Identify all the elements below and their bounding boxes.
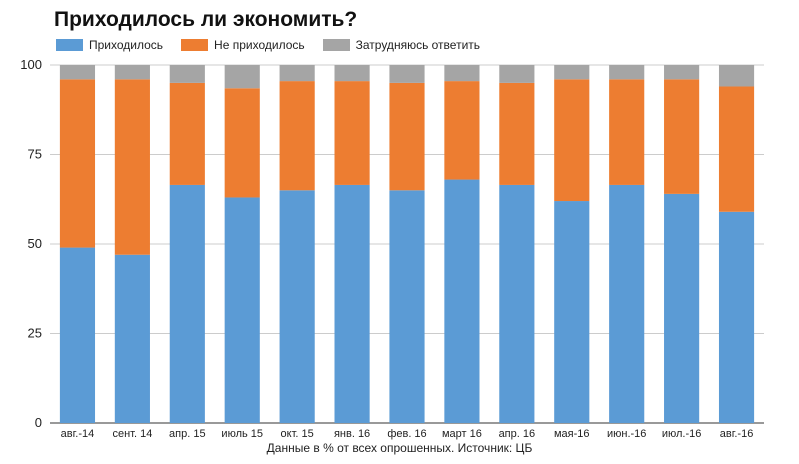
bar-segment <box>334 65 370 82</box>
x-tick-label: июль 15 <box>221 428 263 440</box>
bar-segment <box>59 65 96 80</box>
y-tick-label: 75 <box>28 147 42 162</box>
legend-label-prihodilos: Приходилось <box>89 38 164 52</box>
bar-segment <box>499 184 535 423</box>
bar-segment <box>334 184 370 423</box>
legend-swatch-zatrudnyayus <box>322 39 350 51</box>
bar-segment <box>609 184 645 423</box>
bar-segment <box>279 190 315 423</box>
bar-segment <box>499 82 535 185</box>
bar-segment <box>499 65 535 83</box>
x-tick-label: фев. 16 <box>387 428 426 440</box>
y-tick-label: 50 <box>28 236 42 251</box>
bar-segment <box>664 193 700 423</box>
bar-segment <box>334 81 370 185</box>
y-tick-label: 25 <box>28 326 42 341</box>
bar-segment <box>444 81 480 180</box>
x-tick-label: авг.-14 <box>61 428 95 440</box>
bar-segment <box>114 79 150 255</box>
x-tick-label: окт. 15 <box>281 428 314 440</box>
bar-segment <box>389 82 425 191</box>
bar-segment <box>718 86 755 212</box>
bar-segment <box>664 79 700 194</box>
bar-segment <box>169 65 205 83</box>
x-tick-label: авг.-16 <box>720 428 754 440</box>
bar-segment <box>59 247 96 423</box>
bar-segment <box>554 65 590 80</box>
legend-label-ne-prihodilos: Не приходилось <box>214 38 305 52</box>
bar-segment <box>114 65 150 80</box>
y-tick-label: 0 <box>35 415 42 430</box>
chart-title: Приходилось ли экономить? <box>54 8 358 31</box>
bar-segment <box>609 79 645 185</box>
chart-caption: Данные в % от всех опрошенных. Источник:… <box>266 441 533 455</box>
bar-segment <box>169 184 205 423</box>
x-tick-label: июн.-16 <box>607 428 646 440</box>
bar-segment <box>224 88 260 198</box>
bar-segment <box>224 65 260 89</box>
x-tick-label: сент. 14 <box>112 428 152 440</box>
bar-segment <box>279 81 315 191</box>
bar-segment <box>554 79 590 202</box>
legend-label-zatrudnyayus: Затрудняюсь ответить <box>355 38 481 52</box>
bar-segment <box>224 197 260 423</box>
x-tick-label: апр. 15 <box>169 428 206 440</box>
bar-segment <box>444 179 480 423</box>
legend-item-zatrudnyayus: Затрудняюсь ответить <box>322 38 481 52</box>
bar-segment <box>114 254 150 423</box>
legend-swatch-prihodilos <box>56 39 83 51</box>
chart-legend: Приходилось Не приходилось Затрудняюсь о… <box>56 37 498 53</box>
bar-segment <box>444 65 480 82</box>
bar-segment <box>169 82 205 185</box>
x-tick-label: янв. 16 <box>334 428 370 440</box>
bar-segment <box>718 211 755 423</box>
legend-item-prihodilos: Приходилось <box>56 38 163 52</box>
legend-swatch-ne-prihodilos <box>181 39 209 51</box>
x-tick-label: июл.-16 <box>662 428 702 440</box>
stacked-bar-chart: 0 25 50 75 100 авг.-14 сент. 14 апр. 15 июль 15 о… <box>20 57 764 440</box>
bar-segment <box>279 65 315 82</box>
legend-item-ne-prihodilos: Не приходилось <box>181 38 305 52</box>
bar-segment <box>389 190 425 423</box>
x-tick-label: апр. 16 <box>499 428 536 440</box>
bar-segment <box>609 65 645 80</box>
bar-segment <box>554 201 590 423</box>
x-tick-label: мая-16 <box>554 428 590 440</box>
bar-segment <box>389 65 425 83</box>
bar-segment <box>718 65 755 87</box>
x-tick-label: март 16 <box>442 428 482 440</box>
y-tick-label: 100 <box>20 57 42 72</box>
bar-segment <box>59 79 96 248</box>
bar-segment <box>664 65 700 80</box>
